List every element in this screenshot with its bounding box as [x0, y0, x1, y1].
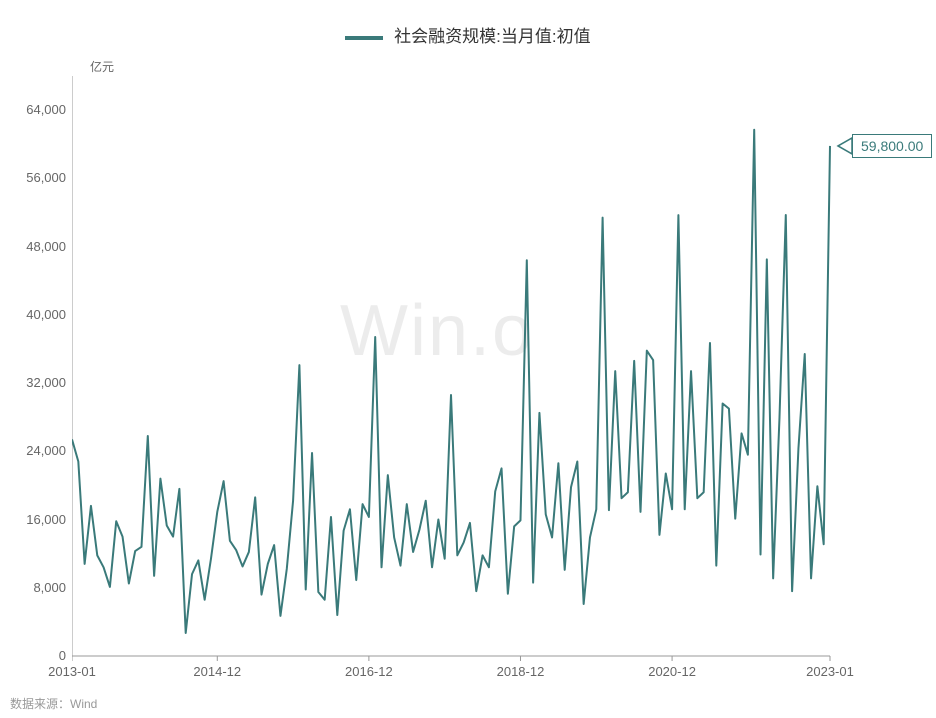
- y-tick-label: 40,000: [12, 307, 66, 322]
- y-axis-unit: 亿元: [90, 58, 114, 75]
- y-tick-label: 8,000: [12, 580, 66, 595]
- x-tick-label: 2018-12: [497, 664, 545, 679]
- value-callout: 59,800.00: [852, 134, 932, 158]
- y-tick-label: 32,000: [12, 375, 66, 390]
- callout-value: 59,800.00: [861, 138, 923, 154]
- x-tick-label: 2014-12: [193, 664, 241, 679]
- legend-label: 社会融资规模:当月值:初值: [394, 27, 590, 46]
- y-tick-label: 48,000: [12, 239, 66, 254]
- y-tick-label: 64,000: [12, 102, 66, 117]
- y-tick-label: 24,000: [12, 443, 66, 458]
- y-tick-label: 16,000: [12, 512, 66, 527]
- legend-swatch: [345, 36, 383, 40]
- x-tick-label: 2023-01: [806, 664, 854, 679]
- y-tick-label: 56,000: [12, 170, 66, 185]
- x-tick-label: 2016-12: [345, 664, 393, 679]
- legend: 社会融资规模:当月值:初值: [0, 22, 936, 47]
- x-tick-label: 2013-01: [48, 664, 96, 679]
- source-label: 数据来源：Wind: [10, 695, 97, 712]
- plot-area: [72, 76, 930, 696]
- y-tick-label: 0: [12, 648, 66, 663]
- x-tick-label: 2020-12: [648, 664, 696, 679]
- chart-container: 社会融资规模:当月值:初值 亿元 Win.o 08,00016,00024,00…: [0, 0, 936, 718]
